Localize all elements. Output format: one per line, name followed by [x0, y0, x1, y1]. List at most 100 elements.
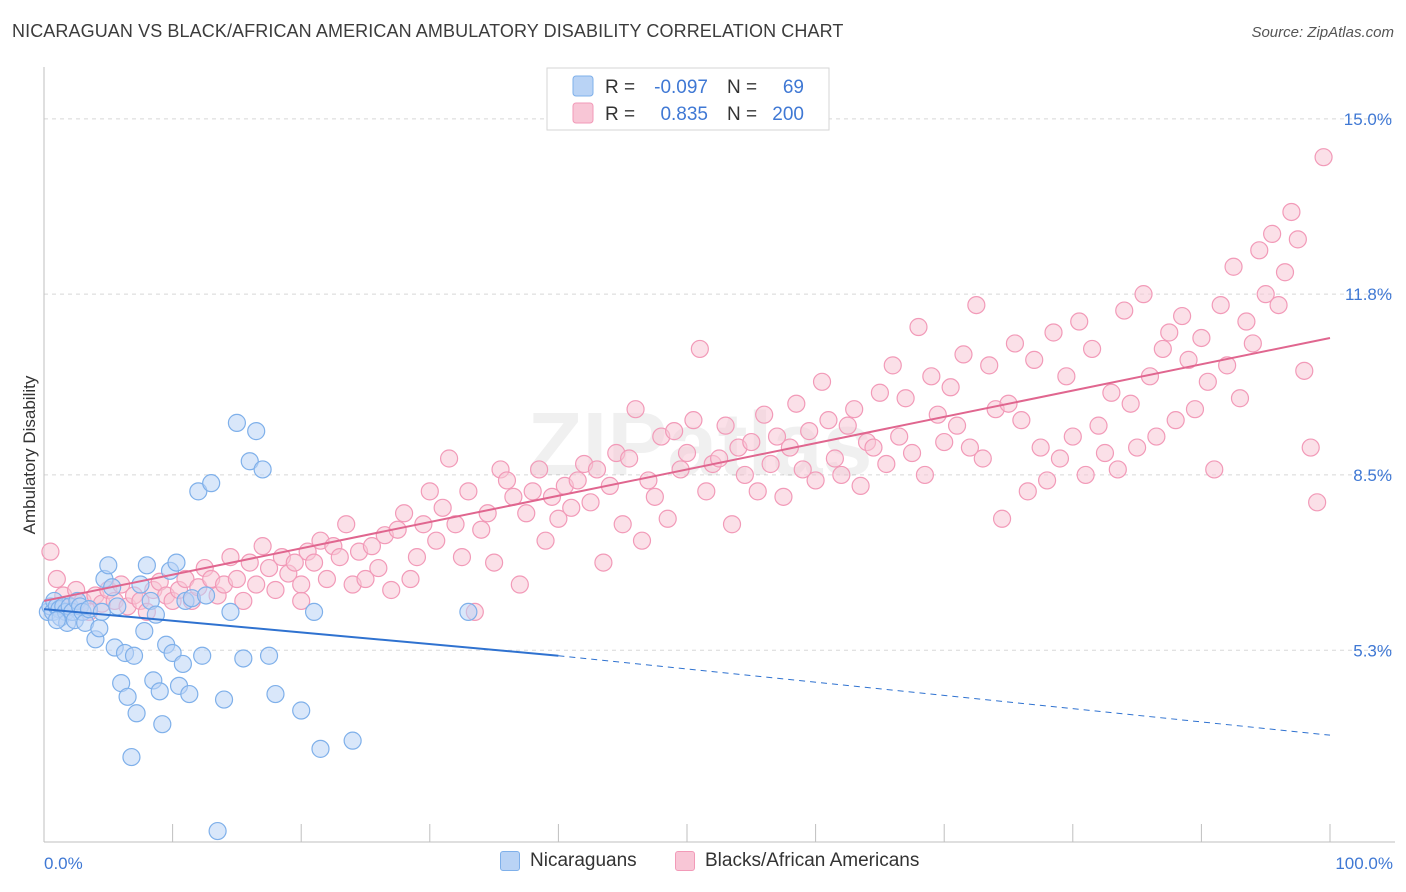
point-blacks-african-americans [1050, 449, 1070, 468]
point-nicaraguans [108, 597, 127, 616]
point-blacks-african-americans [1160, 323, 1179, 342]
chart-source: Source: ZipAtlas.com [1251, 24, 1394, 41]
point-nicaraguans [253, 460, 272, 479]
y-axis-label: Ambulatory Disability [20, 375, 39, 534]
point-blacks-african-americans [1121, 394, 1140, 413]
point-blacks-african-americans [1082, 339, 1102, 359]
point-blacks-african-americans [677, 443, 697, 463]
point-blacks-african-americans [1288, 230, 1307, 249]
point-blacks-african-americans [690, 339, 709, 359]
axes [43, 67, 1395, 843]
point-nicaraguans [92, 602, 111, 622]
legend-swatch [572, 102, 594, 124]
point-blacks-african-americans [973, 449, 992, 468]
legend-label-nicaraguans: Nicaraguans [530, 850, 637, 871]
point-blacks-african-americans [626, 400, 645, 419]
point-nicaraguans [459, 602, 478, 622]
point-blacks-african-americans [1147, 427, 1166, 446]
point-blacks-african-americans [234, 591, 253, 611]
point-blacks-african-americans [1211, 296, 1230, 315]
point-blacks-african-americans [877, 454, 896, 474]
point-blacks-african-americans [330, 548, 349, 567]
point-blacks-african-americans [1102, 383, 1121, 402]
point-blacks-african-americans [632, 531, 652, 550]
point-blacks-african-americans [407, 548, 427, 567]
point-blacks-african-americans [658, 509, 677, 528]
point-blacks-african-americans [1205, 460, 1224, 479]
point-blacks-african-americans [902, 443, 922, 463]
point-blacks-african-americans [497, 471, 517, 490]
point-blacks-african-americans [536, 531, 555, 550]
point-nicaraguans [247, 422, 266, 441]
legend-box [546, 67, 830, 131]
point-blacks-african-americans [510, 575, 529, 594]
point-blacks-african-americans [793, 460, 812, 479]
point-blacks-african-americans [530, 460, 549, 479]
point-blacks-african-americans [292, 575, 311, 594]
point-blacks-african-americans [247, 575, 266, 594]
legend-swatch-blue [500, 851, 520, 871]
legend-item-nicaraguans[interactable]: Nicaraguans [500, 850, 637, 872]
point-blacks-african-americans [960, 438, 980, 457]
point-blacks-african-americans [1256, 285, 1275, 304]
point-blacks-african-americans [1301, 438, 1320, 457]
point-nicaraguans [214, 690, 234, 709]
point-blacks-african-americans [735, 465, 754, 485]
point-blacks-african-americans [812, 372, 832, 391]
point-blacks-african-americans [1115, 301, 1134, 320]
point-blacks-african-americans [967, 296, 986, 315]
point-blacks-african-americans [819, 411, 838, 430]
point-blacks-african-americans [1198, 372, 1217, 391]
point-blacks-african-americans [41, 542, 60, 561]
point-blacks-african-americans [1224, 257, 1243, 276]
point-blacks-african-americans [1308, 493, 1327, 512]
point-blacks-african-americans [864, 438, 883, 457]
point-blacks-african-americans [1108, 460, 1127, 479]
x-tick-labels: 0.0% 100.0% [44, 854, 1393, 873]
point-nicaraguans [173, 654, 192, 674]
point-blacks-african-americans [304, 553, 324, 572]
point-blacks-african-americans [227, 569, 246, 589]
point-blacks-african-americans [1237, 312, 1256, 331]
point-blacks-african-americans [870, 383, 890, 402]
point-blacks-african-americans [517, 504, 536, 523]
point-blacks-african-americans [1127, 438, 1147, 457]
point-blacks-african-americans [941, 378, 960, 397]
point-blacks-african-americans [684, 411, 703, 430]
y-tick-label: 11.8% [1345, 285, 1392, 304]
point-blacks-african-americans [742, 432, 761, 452]
point-blacks-african-americans [787, 394, 806, 413]
y-tick-label: 5.3% [1353, 641, 1392, 660]
point-blacks-african-americans [1057, 367, 1076, 386]
point-nicaraguans [189, 482, 208, 501]
point-blacks-african-americans [665, 422, 684, 441]
y-tick-label: 8.5% [1353, 466, 1392, 485]
point-blacks-african-americans [587, 460, 607, 479]
point-blacks-african-americans [1031, 438, 1050, 457]
point-blacks-african-americans [382, 580, 401, 600]
point-nicaraguans [122, 747, 141, 767]
point-blacks-african-americans [594, 553, 613, 572]
point-nicaraguans [131, 575, 150, 594]
point-nicaraguans [150, 682, 169, 701]
point-blacks-african-americans [1263, 224, 1282, 243]
point-blacks-african-americans [253, 537, 272, 556]
x-tick-label: 0.0% [44, 854, 83, 873]
point-blacks-african-americans [1269, 296, 1288, 315]
point-blacks-african-americans [459, 482, 478, 501]
legend-swatch-pink [675, 851, 695, 871]
point-nicaraguans [193, 646, 212, 665]
point-blacks-african-americans [980, 356, 999, 375]
legend-item-black-african-americans[interactable]: Blacks/African Americans [675, 850, 919, 872]
point-blacks-african-americans [452, 548, 472, 567]
point-blacks-african-americans [337, 515, 356, 534]
point-nicaraguans [227, 413, 246, 432]
point-blacks-african-americans [568, 471, 587, 490]
point-blacks-african-americans [472, 520, 491, 539]
legend-r-value: -0.097 [654, 77, 708, 98]
point-blacks-african-americans [767, 427, 787, 446]
point-blacks-african-americans [176, 569, 195, 589]
point-blacks-african-americans [47, 569, 66, 589]
legend-r-label: R = [605, 104, 635, 125]
